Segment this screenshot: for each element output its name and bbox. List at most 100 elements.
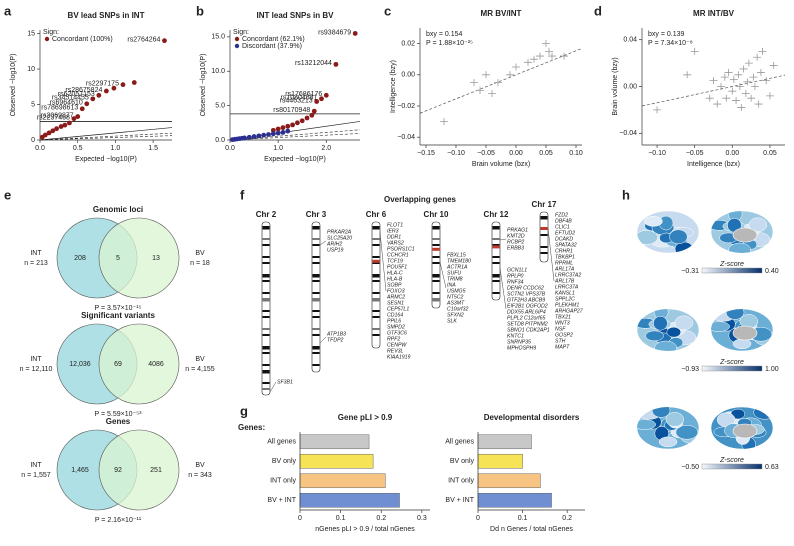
y-tick-label: 15.0 bbox=[211, 34, 225, 41]
point-label: rs9384679 bbox=[318, 29, 351, 36]
venn-left-only: 12,036 bbox=[69, 361, 91, 368]
point bbox=[756, 68, 765, 76]
point bbox=[50, 128, 56, 134]
gene: GTF3C6 bbox=[387, 330, 407, 336]
point-label: rs6964610 bbox=[50, 100, 83, 107]
x-tick-label: 1.0 bbox=[273, 145, 283, 152]
brain-region bbox=[654, 340, 677, 351]
x-tick-label: 0.1 bbox=[518, 515, 528, 522]
band bbox=[262, 226, 270, 230]
gene: SESN1 bbox=[387, 300, 404, 306]
panel-label: e bbox=[4, 187, 11, 202]
venn-p: P = 3.57×10⁻¹⁵ bbox=[95, 305, 142, 312]
scale-max: 0.40 bbox=[765, 268, 779, 275]
gene: DDR1 bbox=[387, 234, 401, 240]
point bbox=[724, 68, 733, 76]
brain-region bbox=[645, 330, 664, 342]
band bbox=[312, 364, 320, 366]
x-axis-label: nGenes pLI > 0.9 / total nGenes bbox=[315, 526, 415, 533]
brain-region bbox=[644, 216, 663, 227]
brain-region bbox=[658, 436, 678, 448]
band bbox=[372, 310, 380, 312]
band bbox=[492, 256, 500, 258]
band bbox=[262, 280, 270, 282]
band bbox=[312, 274, 320, 278]
venn-bv bbox=[98, 323, 180, 405]
gene: SLC25A20 bbox=[327, 235, 352, 241]
x-tick-label: 0.10 bbox=[569, 150, 583, 157]
band bbox=[432, 244, 440, 246]
gene: EIF2B1 OGFOD2 bbox=[507, 303, 548, 309]
band bbox=[262, 346, 270, 350]
gene: KNTC1 bbox=[507, 333, 524, 339]
brain-region bbox=[711, 321, 730, 332]
gene: TFDP2 bbox=[327, 337, 344, 343]
x-tick-label: 1.0 bbox=[111, 145, 121, 152]
x-tick-label: 0.00 bbox=[509, 150, 523, 157]
band bbox=[262, 328, 270, 330]
band bbox=[262, 352, 270, 354]
point bbox=[765, 92, 774, 100]
annotation: bxy = 0.139 bbox=[648, 31, 684, 38]
gene: KANSL1 bbox=[555, 290, 575, 296]
point-label: rs78698613 bbox=[41, 105, 78, 112]
point bbox=[542, 40, 550, 48]
venn-right-only: 13 bbox=[152, 255, 160, 262]
band bbox=[492, 244, 500, 246]
band bbox=[540, 246, 548, 248]
point bbox=[75, 114, 81, 119]
gene: MAPT bbox=[555, 344, 570, 350]
y-tick-label: −0.04 bbox=[619, 130, 637, 137]
gene: ARL17A bbox=[554, 266, 575, 272]
point bbox=[96, 92, 102, 98]
x-tick-label: −0.05 bbox=[477, 150, 495, 157]
point bbox=[270, 131, 276, 137]
legend-marker bbox=[234, 43, 240, 49]
band bbox=[432, 238, 440, 240]
point bbox=[743, 78, 752, 86]
gene: RPLP0 bbox=[507, 273, 524, 279]
gene: LRRC37A2 bbox=[555, 272, 581, 278]
point bbox=[754, 100, 763, 108]
point bbox=[120, 82, 126, 88]
gene: KIAA1919 bbox=[387, 354, 410, 360]
brain bbox=[710, 406, 774, 450]
chart-title: MR INT/BV bbox=[693, 9, 735, 18]
y-tick-label: 0.00 bbox=[623, 83, 637, 90]
band bbox=[262, 388, 270, 390]
gene: SPATA32 bbox=[555, 242, 577, 248]
band bbox=[312, 328, 320, 330]
gene: CD164 bbox=[387, 312, 403, 318]
bar bbox=[299, 453, 374, 469]
bar bbox=[299, 473, 386, 489]
gene: SLK bbox=[447, 318, 457, 324]
gene: IER3 bbox=[387, 228, 399, 234]
point bbox=[545, 47, 553, 55]
gene: SCTN2 VPS37B bbox=[507, 291, 546, 297]
category-label: All genes bbox=[445, 439, 474, 446]
venn-right-label: BV bbox=[195, 356, 205, 363]
point bbox=[653, 106, 662, 114]
colorbar bbox=[701, 267, 763, 274]
x-tick-label: 0.3 bbox=[417, 515, 427, 522]
point-label: rs2237468 bbox=[37, 115, 70, 122]
band bbox=[432, 274, 440, 278]
gene: C10orf32 bbox=[447, 306, 468, 312]
band bbox=[492, 238, 500, 240]
chart-title: MR BV/INT bbox=[481, 9, 522, 18]
point bbox=[548, 52, 556, 60]
gene: RPF2 bbox=[387, 336, 400, 342]
gene: PRKAR2A bbox=[327, 229, 352, 235]
medial-wall bbox=[732, 325, 758, 341]
bar bbox=[477, 473, 541, 489]
point bbox=[256, 133, 262, 139]
x-tick-label: 0.00 bbox=[726, 150, 740, 157]
chromosome-name: Chr 12 bbox=[484, 210, 509, 219]
x-tick-label: 0.0 bbox=[35, 145, 45, 152]
x-tick-label: 0.2 bbox=[562, 515, 572, 522]
point bbox=[728, 87, 737, 95]
band bbox=[262, 238, 270, 240]
band bbox=[492, 245, 500, 249]
point bbox=[720, 73, 729, 81]
venn-left-n: n = 1,557 bbox=[21, 472, 50, 479]
